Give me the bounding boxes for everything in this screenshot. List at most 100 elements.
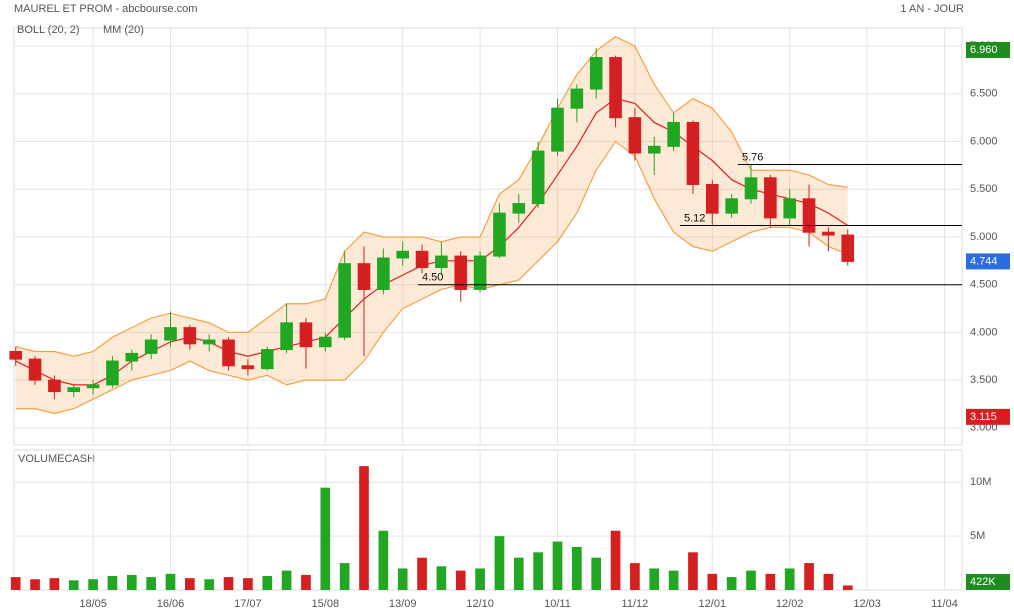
candle-body [415, 250, 429, 269]
x-tick-label: 12/10 [466, 598, 494, 610]
candle-body [705, 183, 719, 214]
value-box [966, 408, 1010, 425]
volume-bar [301, 574, 311, 590]
candle-body [725, 198, 738, 214]
y-tick-label: 5.500 [970, 183, 998, 195]
x-tick-label: 17/07 [234, 598, 262, 610]
volume-bar [668, 570, 679, 590]
y-tick-label: 4.500 [970, 279, 998, 291]
volume-bar [726, 577, 737, 590]
y-tick-label: 3.500 [970, 374, 998, 386]
candle-body [531, 150, 545, 205]
volume-bar [243, 578, 253, 590]
chart-title: MAUREL ET PROM - abcbourse.com [14, 3, 197, 15]
candle-body [396, 250, 410, 259]
x-tick-label: 15/08 [312, 598, 340, 610]
volume-bar [204, 579, 215, 590]
volume-bar [436, 566, 447, 590]
volume-bar [320, 487, 331, 590]
volume-bar [707, 573, 718, 590]
candle-body [144, 339, 158, 354]
y-tick-label: 6.000 [970, 135, 998, 147]
volume-bar [688, 552, 698, 590]
volume-bar [417, 557, 427, 590]
volume-bar [223, 577, 234, 590]
candle-body [473, 255, 487, 290]
x-tick-label: 11/12 [622, 598, 649, 610]
volume-bar [30, 579, 40, 590]
value-box-label: 3.115 [970, 411, 997, 423]
volume-panel [13, 449, 963, 591]
volume-bar [513, 557, 524, 590]
volume-bar [494, 536, 505, 590]
x-tick-label: 16/06 [157, 598, 185, 610]
volume-title: VOLUMECASH [18, 453, 95, 465]
candle-body [280, 322, 293, 351]
legend-entry: MM (20) [103, 24, 144, 36]
candle-body [260, 349, 274, 370]
y-tick-label: 6.500 [970, 88, 998, 100]
candle-body [802, 198, 816, 233]
volume-bar [107, 576, 118, 590]
value-box [966, 253, 1010, 270]
x-tick-label: 13/09 [389, 598, 417, 610]
volume-bar [455, 570, 466, 590]
candle-body [667, 121, 680, 147]
candle-body [841, 234, 855, 262]
volume-bar [746, 570, 756, 590]
value-box-label: 6.960 [970, 44, 998, 56]
volume-bar [378, 530, 389, 590]
candle-body [183, 327, 197, 345]
y-tick-label: 5.000 [970, 231, 998, 243]
volume-bar [185, 578, 195, 590]
y-tick-label: 4.000 [970, 326, 998, 338]
level-label: 5.76 [742, 151, 763, 163]
candle-body [338, 263, 351, 338]
level-label: 4.50 [422, 272, 443, 284]
volume-bar [397, 568, 408, 590]
legend: BOLL (20, 2) MM (20) [17, 24, 144, 36]
volume-bar [804, 563, 814, 590]
candle-body [202, 339, 216, 345]
candle-body [164, 327, 177, 341]
candle-body [647, 145, 661, 154]
candle-body [493, 212, 506, 257]
candle-body [454, 255, 468, 290]
x-tick-label: 12/02 [776, 598, 804, 610]
candle-body [686, 121, 700, 185]
candle-body [435, 255, 448, 269]
volume-bar [765, 573, 776, 590]
value-box [966, 41, 1010, 58]
volume-bar [649, 568, 660, 590]
volume-bar [359, 466, 369, 590]
candle-body [628, 117, 642, 154]
candle-body [67, 387, 81, 393]
bollinger-upper [15, 35, 848, 357]
bollinger-lower [15, 140, 848, 415]
volume-bar [49, 578, 60, 590]
x-tick-label: 10/11 [544, 598, 571, 610]
candle-body [570, 88, 584, 109]
x-tick-label: 18/05 [79, 598, 107, 610]
value-box-label: 4.744 [970, 255, 998, 267]
volume-bar [281, 570, 292, 590]
value-box-label: 422K [970, 576, 996, 588]
volume-bar [533, 552, 543, 590]
candle-body [589, 57, 603, 90]
volume-bar [126, 574, 137, 590]
candle-body [86, 384, 100, 389]
candle-body [299, 322, 313, 348]
volume-bar [552, 541, 563, 590]
x-tick-label: 12/03 [853, 598, 881, 610]
volume-bar [10, 577, 21, 590]
candle-body [357, 263, 371, 290]
candle-body [609, 57, 622, 119]
period: 1 AN - JOUR [900, 3, 964, 15]
x-tick-label: 11/04 [931, 598, 958, 610]
candle-body [783, 198, 797, 219]
volume-bar [823, 573, 834, 590]
volume-bar [339, 563, 350, 590]
x-tick-label: 12/01 [699, 598, 727, 610]
grid [14, 28, 962, 590]
